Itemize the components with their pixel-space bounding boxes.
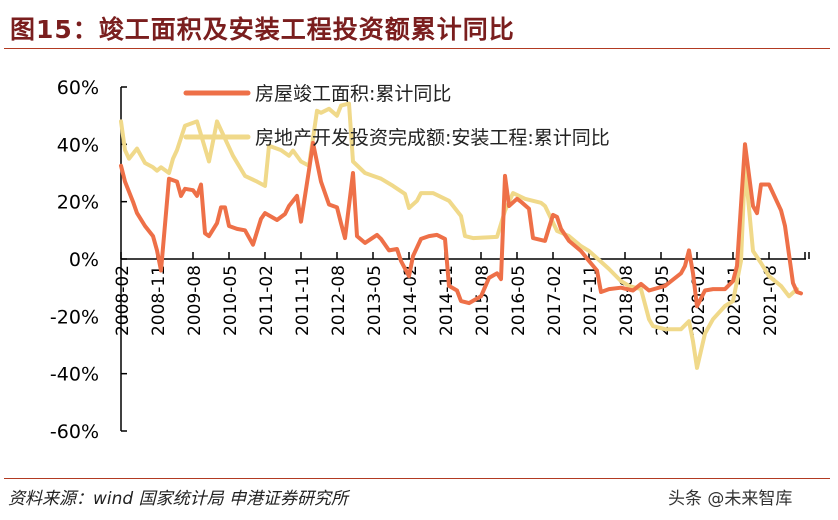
y-tick-label: -60% <box>50 421 99 443</box>
x-tick-label: 2014-11 <box>437 265 457 336</box>
x-tick-label: 2010-05 <box>221 265 241 336</box>
legend-label-2: 房地产开发投资完成额:安装工程:累计同比 <box>255 127 610 149</box>
x-tick-label: 2011-11 <box>293 265 313 336</box>
x-tick-label: 2016-05 <box>509 265 529 336</box>
y-tick-label: 60% <box>57 77 99 99</box>
x-tick-label: 2008-11 <box>149 265 169 336</box>
figure-title: 图15：竣工面积及安装工程投资额累计同比 <box>10 15 515 44</box>
source-note: 资料来源：wind 国家统计局 申港证券研究所 <box>8 489 348 509</box>
x-tick-label: 2011-02 <box>257 265 277 336</box>
y-tick-label: 40% <box>57 134 99 156</box>
watermark: 头条 @未来智库 <box>668 489 793 509</box>
x-tick-label: 2009-08 <box>185 265 205 336</box>
x-tick-label: 2018-08 <box>617 265 637 336</box>
x-tick-label: 2017-11 <box>581 265 601 336</box>
x-tick-label: 2013-05 <box>365 265 385 336</box>
series-line-2 <box>119 101 799 370</box>
y-tick-label: 20% <box>57 192 99 214</box>
footer-divider <box>4 478 830 479</box>
y-tick-label: -40% <box>50 364 99 386</box>
series-line-1 <box>119 140 803 309</box>
y-tick-label: 0% <box>69 249 99 271</box>
x-tick-label: 2017-02 <box>545 265 565 336</box>
x-tick-label: 2014-02 <box>401 265 421 336</box>
x-tick-label: 2008-02 <box>113 265 133 336</box>
legend-label-1: 房屋竣工面积:累计同比 <box>255 83 451 105</box>
title-divider <box>4 48 830 49</box>
x-tick-label: 2012-08 <box>329 265 349 336</box>
y-tick-label: -20% <box>50 306 99 328</box>
